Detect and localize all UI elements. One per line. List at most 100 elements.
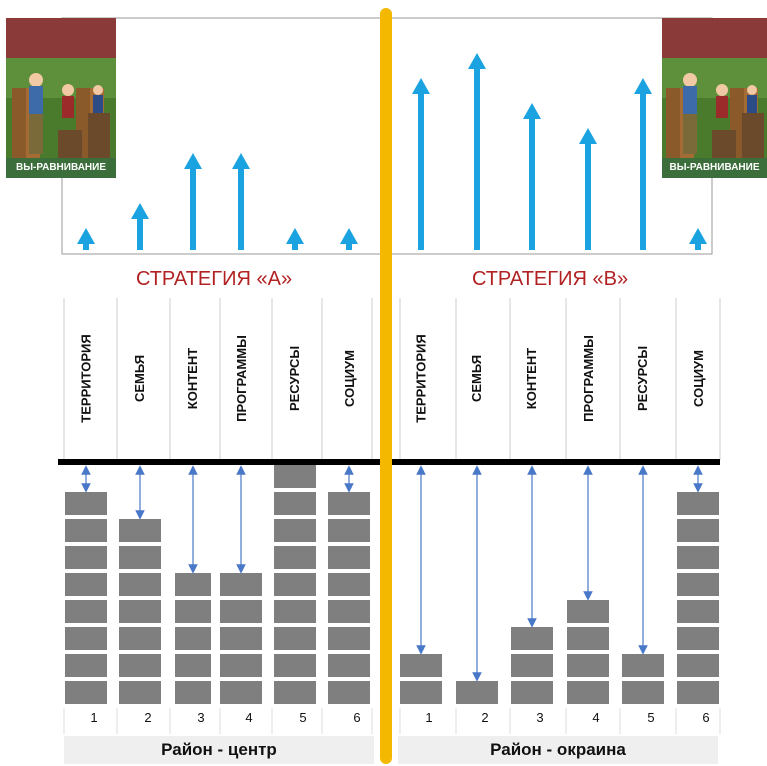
support-arrow-shaft	[292, 242, 298, 250]
strategy-divider	[380, 8, 392, 764]
level-block	[328, 546, 370, 569]
strategy-b-title: СТРАТЕГИЯ «В»	[471, 268, 629, 290]
level-block	[220, 573, 262, 596]
support-arrow-head	[634, 78, 652, 94]
level-block	[677, 519, 719, 542]
level-block	[622, 681, 664, 704]
level-block	[65, 681, 107, 704]
column-number: 2	[481, 710, 489, 725]
level-block	[119, 546, 161, 569]
column-number: 2	[144, 710, 152, 725]
equity-illustration-right: ВЫ-РАВНИВАНИЕ	[662, 18, 767, 178]
level-block	[328, 600, 370, 623]
support-arrow-head	[340, 228, 358, 244]
category-label: СОЦИУМ	[675, 298, 721, 458]
level-block	[220, 600, 262, 623]
column-number: 3	[536, 710, 544, 725]
level-block	[328, 519, 370, 542]
gap-arrows	[81, 465, 703, 682]
support-arrow-shaft	[190, 167, 196, 250]
level-block	[328, 492, 370, 515]
category-label-text: ТЕРРИТОРИЯ	[78, 333, 94, 423]
level-block	[328, 573, 370, 596]
column-number: 1	[90, 710, 98, 725]
support-arrow-head	[523, 103, 541, 119]
level-block	[119, 573, 161, 596]
category-label: РЕСУРСЫ	[620, 298, 666, 458]
column-number: 5	[299, 710, 307, 725]
level-block	[119, 600, 161, 623]
level-block	[567, 681, 609, 704]
support-arrow-shaft	[695, 242, 701, 250]
support-arrow-head	[689, 228, 707, 244]
strategy-a-arrows	[77, 153, 358, 250]
level-block	[175, 600, 211, 623]
level-block	[567, 627, 609, 650]
level-block	[677, 600, 719, 623]
level-block	[677, 627, 719, 650]
support-arrow-shaft	[474, 67, 480, 250]
level-block	[677, 654, 719, 677]
level-block	[456, 681, 498, 704]
support-arrow-head	[286, 228, 304, 244]
level-bars	[65, 465, 719, 704]
illustration-caption: ВЫ-РАВНИВАНИЕ	[6, 158, 116, 178]
strategy-b-arrows	[412, 53, 707, 250]
equity-illustration-left: ВЫ-РАВНИВАНИЕ	[6, 18, 116, 178]
support-arrow-head	[232, 153, 250, 169]
category-label: ПРОГРАММЫ	[565, 298, 611, 458]
level-block	[65, 627, 107, 650]
column-number: 4	[592, 710, 600, 725]
level-block	[511, 654, 553, 677]
level-block	[274, 654, 316, 677]
level-block	[400, 681, 442, 704]
support-arrow-shaft	[585, 142, 591, 250]
strategy-a-title: СТРАТЕГИЯ «А»	[135, 268, 293, 290]
level-block	[175, 627, 211, 650]
category-label-text: СОЦИУМ	[690, 349, 706, 407]
level-block	[677, 573, 719, 596]
level-block	[119, 681, 161, 704]
level-block	[274, 681, 316, 704]
support-arrow-shaft	[83, 242, 89, 250]
level-block	[220, 627, 262, 650]
level-block	[511, 681, 553, 704]
category-label: СЕМЬЯ	[454, 298, 500, 458]
support-arrow-head	[412, 78, 430, 94]
category-label-text: ПРОГРАММЫ	[580, 334, 596, 422]
level-block	[119, 519, 161, 542]
category-label: СОЦИУМ	[326, 298, 372, 458]
level-block	[274, 492, 316, 515]
support-arrow-head	[184, 153, 202, 169]
level-block	[65, 573, 107, 596]
support-arrow-shaft	[137, 217, 143, 250]
district-center-label: Район - центр	[64, 736, 374, 764]
support-arrow-shaft	[238, 167, 244, 250]
category-label-text: СЕМЬЯ	[469, 354, 485, 402]
level-block	[328, 681, 370, 704]
category-label-text: КОНТЕНТ	[524, 347, 540, 409]
level-block	[119, 654, 161, 677]
category-label: ТЕРРИТОРИЯ	[398, 298, 444, 458]
category-label: ТЕРРИТОРИЯ	[63, 298, 109, 458]
support-arrow-head	[468, 53, 486, 69]
support-arrows-panel	[61, 17, 713, 255]
category-label: КОНТЕНТ	[170, 298, 216, 458]
column-number: 6	[702, 710, 710, 725]
level-block	[567, 600, 609, 623]
level-block	[220, 681, 262, 704]
level-block	[274, 546, 316, 569]
level-block	[175, 681, 211, 704]
level-block	[677, 492, 719, 515]
column-number: 6	[353, 710, 361, 725]
support-arrow-head	[77, 228, 95, 244]
support-arrow-head	[579, 128, 597, 144]
level-block	[65, 519, 107, 542]
level-block	[175, 654, 211, 677]
category-label-text: СЕМЬЯ	[132, 354, 148, 402]
support-arrow-shaft	[418, 92, 424, 250]
column-number: 5	[647, 710, 655, 725]
support-arrow-shaft	[346, 242, 352, 250]
category-label: СЕМЬЯ	[117, 298, 163, 458]
